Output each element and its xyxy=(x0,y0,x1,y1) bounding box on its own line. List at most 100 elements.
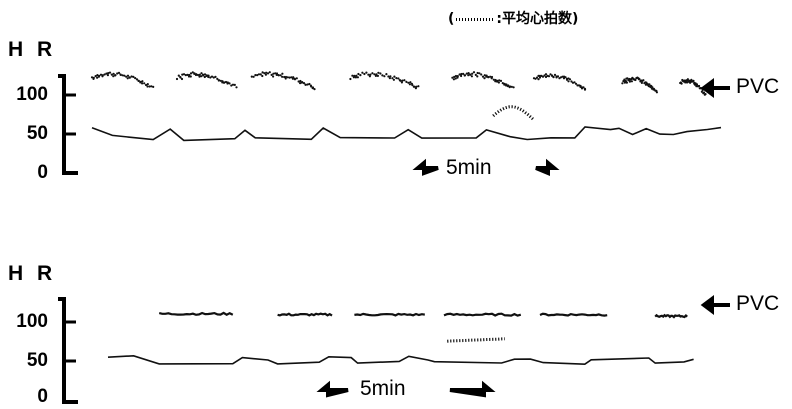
pvc-burst-point-upper-2 xyxy=(259,73,262,76)
pvc-burst-point-upper-5 xyxy=(579,84,582,87)
pvc-burst-point-upper-4 xyxy=(467,74,470,77)
pvc-burst-point-upper-2 xyxy=(266,72,270,75)
pvc-burst-point-upper-2 xyxy=(293,78,297,81)
pvc-burst-point-upper-5 xyxy=(541,75,545,78)
pvc-burst-point-upper-7 xyxy=(702,91,706,94)
pvc-burst-point-upper-3 xyxy=(356,76,359,79)
pvc-burst-point-upper-2 xyxy=(261,71,264,74)
pvc-burst-point-upper-1 xyxy=(196,73,200,77)
pvc-burst-point-upper-3 xyxy=(367,73,370,76)
pvc-burst-point-upper-4 xyxy=(469,73,472,76)
pvc-burst-point-upper-0 xyxy=(125,75,128,78)
pvc-burst-point-upper-3 xyxy=(377,71,380,74)
pvc-burst-point-upper-1 xyxy=(219,79,222,82)
upper-data-marks xyxy=(90,71,722,142)
pvc-burst-point-upper-3 xyxy=(373,73,376,76)
pvc-burst-point-upper-2 xyxy=(272,75,275,78)
pvc-burst-point-upper-0 xyxy=(101,74,104,77)
pvc-burst-point-upper-1 xyxy=(203,73,207,76)
pvc-burst-point-upper-4 xyxy=(499,79,503,82)
pvc-burst-point-upper-4 xyxy=(465,72,468,75)
pvc-burst-point-upper-5 xyxy=(549,73,552,76)
pvc-burst-point-upper-5 xyxy=(573,81,576,84)
y-axis-upper xyxy=(58,74,78,175)
pvc-burst-point-upper-3 xyxy=(349,77,352,81)
pvc-burst-point-upper-6 xyxy=(634,78,637,82)
pvc-burst-point-upper-1 xyxy=(195,73,198,76)
pvc-burst-point-upper-4 xyxy=(498,79,501,82)
pvc-burst-point-upper-2 xyxy=(295,77,298,80)
pvc-burst-point-upper-0 xyxy=(152,85,155,88)
pvc-burst-point-upper-0 xyxy=(126,74,130,77)
pvc-burst-point-upper-1 xyxy=(198,75,201,78)
pvc-burst-point-upper-6 xyxy=(640,81,644,84)
pvc-burst-point-upper-3 xyxy=(368,75,371,78)
pvc-burst-point-upper-6 xyxy=(624,80,627,83)
pvc-segment-lower-3 xyxy=(443,312,522,317)
pvc-burst-point-upper-2 xyxy=(302,82,306,85)
scale-bar-lower xyxy=(316,380,496,398)
pvc-burst-point-upper-7 xyxy=(680,82,683,85)
pvc-burst-point-upper-2 xyxy=(310,85,313,88)
pvc-burst-point-upper-0 xyxy=(119,73,122,76)
pvc-burst-point-upper-3 xyxy=(405,80,408,83)
pvc-burst-point-upper-3 xyxy=(375,73,378,76)
legend-open-paren: ( xyxy=(448,11,455,27)
pvc-burst-point-upper-0 xyxy=(112,72,115,75)
pvc-burst-point-upper-6 xyxy=(642,79,645,82)
y-axis-lower xyxy=(58,297,78,404)
pvc-burst-point-upper-4 xyxy=(467,72,470,75)
pvc-burst-point-upper-4 xyxy=(460,72,463,76)
pvc-burst-point-upper-1 xyxy=(200,72,203,75)
pvc-burst-point-upper-2 xyxy=(281,75,284,78)
pvc-burst-point-upper-5 xyxy=(547,75,551,78)
pvc-burst-point-upper-5 xyxy=(538,76,542,79)
pvc-burst-point-upper-1 xyxy=(189,75,192,78)
pvc-burst-point-upper-1 xyxy=(212,76,215,79)
pvc-burst-point-upper-3 xyxy=(376,74,379,77)
pvc-burst-point-upper-4 xyxy=(462,72,465,75)
scale-label-upper: 5min xyxy=(446,156,492,179)
pvc-burst-point-upper-3 xyxy=(355,74,358,77)
pvc-burst-point-upper-5 xyxy=(537,78,540,81)
pvc-burst-point-upper-2 xyxy=(283,75,286,79)
scale-label-lower: 5min xyxy=(360,377,406,400)
pvc-burst-point-upper-2 xyxy=(284,75,288,79)
pvc-burst-point-upper-5 xyxy=(574,82,578,85)
pvc-burst-point-upper-1 xyxy=(177,74,180,77)
pvc-burst-point-upper-0 xyxy=(105,72,108,75)
pvc-burst-point-upper-3 xyxy=(357,72,360,76)
pvc-burst-point-upper-0 xyxy=(121,74,124,77)
pvc-burst-point-upper-3 xyxy=(379,72,382,75)
pvc-burst-point-upper-0 xyxy=(96,76,99,79)
pvc-burst-point-upper-7 xyxy=(698,84,701,88)
pvc-burst-point-upper-7 xyxy=(686,78,690,81)
pvc-burst-point-upper-3 xyxy=(391,77,394,80)
pvc-burst-point-upper-5 xyxy=(552,75,555,78)
pvc-burst-point-upper-1 xyxy=(186,73,189,76)
pvc-burst-point-upper-1 xyxy=(179,76,182,79)
pvc-burst-point-upper-2 xyxy=(261,74,264,78)
pvc-burst-point-upper-7 xyxy=(704,93,707,96)
pvc-burst-point-upper-1 xyxy=(175,77,179,81)
pvc-burst-point-upper-1 xyxy=(202,74,205,77)
pvc-burst-point-upper-1 xyxy=(181,73,184,76)
pvc-burst-point-upper-1 xyxy=(209,76,212,79)
pvc-burst-point-upper-3 xyxy=(354,76,357,79)
pvc-burst-point-upper-4 xyxy=(487,76,490,79)
tick-label-lower-50: 50 xyxy=(26,350,48,371)
pvc-burst-point-upper-2 xyxy=(299,79,302,83)
pvc-burst-point-upper-0 xyxy=(144,83,148,87)
pvc-burst-point-upper-0 xyxy=(134,77,137,80)
pvc-burst-point-upper-3 xyxy=(387,75,390,78)
pvc-burst-point-upper-4 xyxy=(458,73,461,76)
pvc-burst-point-upper-0 xyxy=(130,75,133,78)
pvc-burst-point-upper-0 xyxy=(123,74,126,77)
pvc-burst-point-upper-1 xyxy=(226,81,229,84)
pvc-burst-point-upper-3 xyxy=(385,73,388,76)
pvc-burst-point-upper-1 xyxy=(207,74,210,77)
pvc-burst-point-upper-1 xyxy=(224,80,228,84)
pvc-burst-point-upper-5 xyxy=(556,75,560,78)
pvc-burst-point-upper-4 xyxy=(505,83,508,86)
